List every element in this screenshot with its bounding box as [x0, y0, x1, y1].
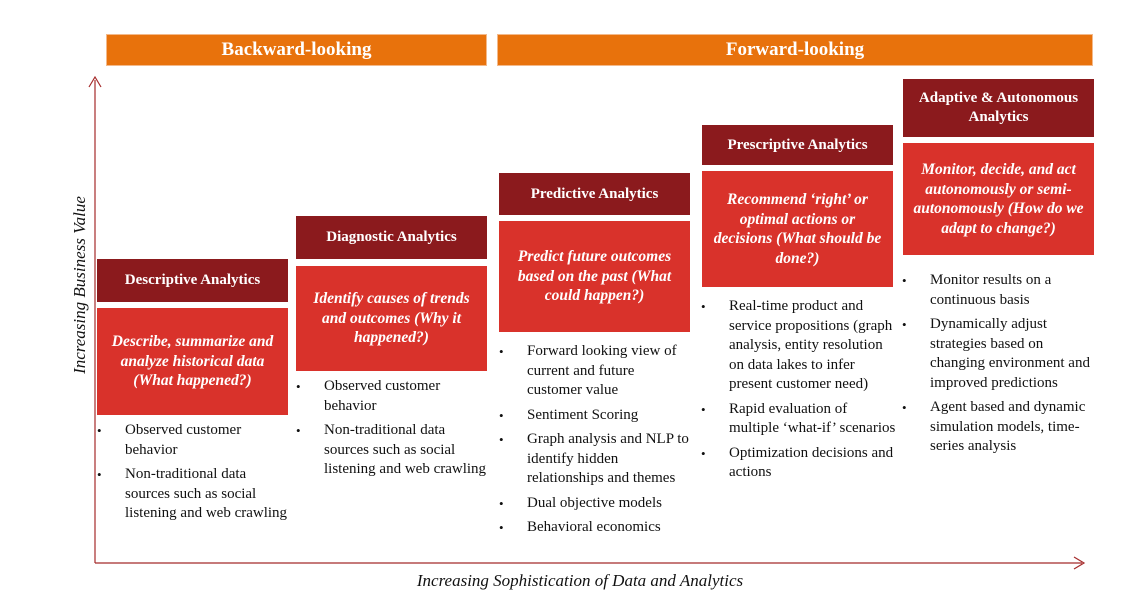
x-axis-arrowhead: [1073, 556, 1086, 570]
prescriptive-analytics-title: Prescriptive Analytics: [702, 125, 893, 165]
descriptive-analytics-bullets: Observed customer behavior Non-tradition…: [95, 421, 290, 529]
list-item: Non-traditional data sources such as soc…: [294, 421, 490, 480]
y-axis-arrowhead: [88, 75, 102, 88]
list-item: Agent based and dynamic simulation model…: [900, 398, 1100, 457]
backward-looking-band: Backward-looking: [106, 34, 487, 66]
list-item: Observed customer behavior: [294, 377, 490, 416]
diagnostic-analytics-title: Diagnostic Analytics: [296, 216, 487, 259]
list-item: Non-traditional data sources such as soc…: [95, 465, 290, 524]
list-item: Real-time product and service propositio…: [699, 297, 898, 395]
prescriptive-analytics-bullets: Real-time product and service propositio…: [699, 297, 898, 488]
diagnostic-analytics-description: Identify causes of trends and outcomes (…: [296, 266, 487, 371]
list-item: Rapid evaluation of multiple ‘what-if’ s…: [699, 400, 898, 439]
predictive-analytics-title: Predictive Analytics: [499, 173, 690, 215]
descriptive-analytics-title: Descriptive Analytics: [97, 259, 288, 302]
list-item: Optimization decisions and actions: [699, 444, 898, 483]
diagnostic-analytics-bullets: Observed customer behavior Non-tradition…: [294, 377, 490, 485]
adaptive-autonomous-analytics-title: Adaptive & Autonomous Analytics: [903, 79, 1094, 137]
list-item: Monitor results on a continuous basis: [900, 271, 1100, 310]
forward-looking-band: Forward-looking: [497, 34, 1093, 66]
list-item: Behavioral economics: [497, 518, 693, 538]
list-item: Sentiment Scoring: [497, 406, 693, 426]
list-item: Forward looking view of current and futu…: [497, 342, 693, 401]
prescriptive-analytics-description: Recommend ‘right’ or optimal actions or …: [702, 171, 893, 287]
list-item: Dual objective models: [497, 494, 693, 514]
adaptive-autonomous-analytics-description: Monitor, decide, and act autonomously or…: [903, 143, 1094, 255]
y-axis-label: Increasing Business Value: [70, 196, 89, 374]
predictive-analytics-bullets: Forward looking view of current and futu…: [497, 342, 693, 543]
list-item: Dynamically adjust strategies based on c…: [900, 315, 1100, 393]
list-item: Graph analysis and NLP to identify hidde…: [497, 430, 693, 489]
predictive-analytics-description: Predict future outcomes based on the pas…: [499, 221, 690, 332]
descriptive-analytics-description: Describe, summarize and analyze historic…: [97, 308, 288, 415]
list-item: Observed customer behavior: [95, 421, 290, 460]
x-axis-label: Increasing Sophistication of Data and An…: [416, 571, 744, 590]
adaptive-autonomous-analytics-bullets: Monitor results on a continuous basis Dy…: [900, 271, 1100, 462]
